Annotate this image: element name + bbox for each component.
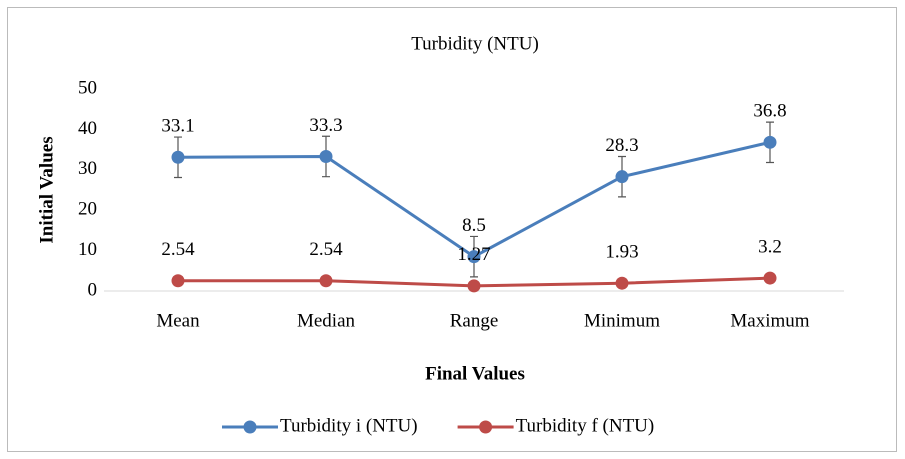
- x-tick-label: Minimum: [584, 310, 660, 331]
- y-axis-label: Initial Values: [36, 136, 57, 243]
- y-tick-label: 50: [78, 77, 97, 98]
- point: [171, 274, 185, 288]
- point: [467, 279, 481, 293]
- y-tick-label: 10: [78, 239, 97, 260]
- legend-marker: [243, 420, 257, 434]
- data-label: 1.27: [457, 244, 490, 265]
- y-tick-label: 40: [78, 118, 97, 139]
- point: [615, 170, 629, 184]
- x-tick-label: Range: [450, 310, 499, 331]
- data-label: 8.5: [462, 215, 486, 236]
- point: [319, 149, 333, 163]
- data-label: 2.54: [309, 239, 343, 260]
- point: [763, 135, 777, 149]
- x-tick-label: Maximum: [730, 310, 809, 331]
- data-label: 1.93: [605, 242, 638, 263]
- data-label: 33.3: [309, 115, 342, 136]
- data-label: 36.8: [753, 101, 786, 122]
- x-tick-label: Mean: [156, 310, 200, 331]
- point: [615, 276, 629, 290]
- y-tick-label: 0: [88, 279, 98, 300]
- legend-marker: [479, 420, 493, 434]
- x-tick-label: Median: [297, 310, 356, 331]
- point: [171, 150, 185, 164]
- data-label: 3.2: [758, 236, 782, 257]
- legend-label: Turbidity i (NTU): [280, 415, 418, 436]
- y-tick-label: 20: [78, 199, 97, 220]
- data-label: 2.54: [161, 239, 195, 260]
- data-label: 33.1: [161, 116, 194, 137]
- y-tick-label: 30: [78, 158, 97, 179]
- point: [467, 250, 481, 264]
- data-label: 28.3: [605, 135, 638, 156]
- point: [319, 274, 333, 288]
- chart-frame: [7, 7, 897, 452]
- chart-title: Turbidity (NTU): [411, 33, 539, 54]
- legend-label: Turbidity f (NTU): [516, 415, 655, 436]
- x-axis-label: Final Values: [425, 363, 525, 384]
- point: [763, 271, 777, 285]
